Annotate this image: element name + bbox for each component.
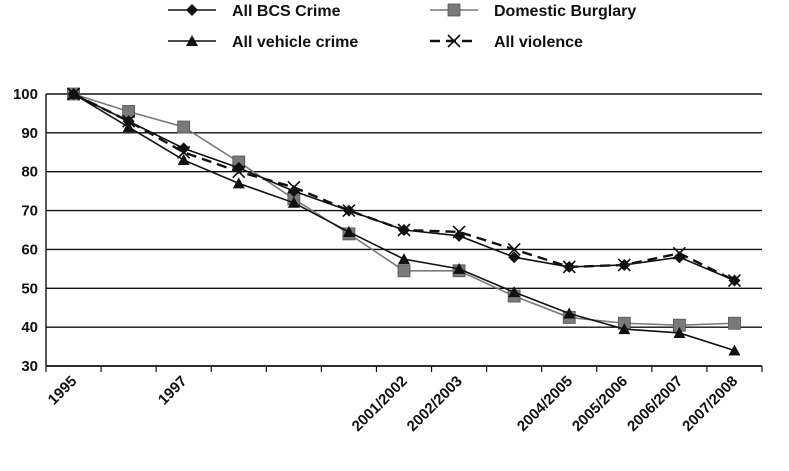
- legend-marker-all-bcs-crime: [186, 4, 198, 16]
- y-tick-label-40: 40: [21, 319, 38, 336]
- gridlines: [46, 93, 762, 367]
- point-all-violence: [66, 87, 81, 101]
- legend-label-all-violence: All violence: [494, 34, 583, 51]
- point-all-violence: [617, 258, 631, 272]
- y-axis-ticks: 30 40 50 60 70 80 90 100: [13, 86, 38, 375]
- y-tick-label-80: 80: [21, 164, 38, 181]
- y-tick-label-30: 30: [21, 358, 38, 375]
- x-tick-label-2006-2007: 2006/2007: [624, 373, 686, 435]
- x-tick-label-2001-2002: 2001/2002: [349, 373, 411, 435]
- point-all-vehicle-crime: [673, 326, 686, 338]
- point-all-violence: [562, 260, 576, 274]
- point-all-vehicle-crime: [453, 262, 466, 274]
- point-all-vehicle-crime: [342, 225, 355, 237]
- point-all-violence: [122, 114, 136, 128]
- x-tick-label-1997: 1997: [155, 373, 191, 409]
- point-all-vehicle-crime: [287, 196, 300, 208]
- point-all-vehicle-crime: [398, 253, 410, 265]
- point-domestic-burglary: [397, 264, 411, 278]
- legend-marker-domestic-burglary: [447, 3, 461, 17]
- legend: All BCS Crime Domestic Burglary All vehicl…: [168, 3, 636, 51]
- point-all-violence: [507, 242, 521, 256]
- series-layer: [66, 87, 742, 356]
- series-line-domestic-burglary: [73, 93, 735, 327]
- y-tick-label-60: 60: [21, 241, 38, 258]
- x-tick-label-2004-2005: 2004/2005: [514, 373, 576, 435]
- point-all-vehicle-crime: [508, 286, 521, 298]
- y-tick-label-50: 50: [21, 280, 38, 297]
- legend-label-domestic-burglary: Domestic Burglary: [494, 3, 636, 20]
- legend-item-all-vehicle-crime: All vehicle crime: [168, 34, 358, 51]
- point-all-vehicle-crime: [563, 307, 576, 319]
- point-all-violence: [727, 273, 742, 288]
- legend-item-all-violence: All violence: [430, 34, 583, 51]
- legend-item-domestic-burglary: Domestic Burglary: [430, 3, 636, 20]
- y-tick-label-70: 70: [21, 203, 38, 220]
- y-tick-label-90: 90: [21, 125, 38, 142]
- legend-label-all-vehicle-crime: All vehicle crime: [232, 34, 358, 51]
- point-all-vehicle-crime: [728, 344, 741, 356]
- legend-marker-all-violence: [447, 34, 461, 48]
- point-all-bcs-crime: [673, 251, 686, 264]
- axes: [45, 94, 762, 367]
- point-domestic-burglary: [728, 316, 741, 330]
- point-all-violence: [287, 180, 301, 194]
- series-all-violence: [66, 87, 742, 288]
- point-domestic-burglary: [177, 120, 191, 134]
- x-tick-label-1995: 1995: [45, 373, 81, 409]
- point-all-violence: [177, 145, 191, 159]
- point-all-bcs-crime: [508, 251, 521, 264]
- point-all-vehicle-crime: [232, 177, 245, 189]
- y-tick-label-100: 100: [13, 86, 38, 103]
- point-all-violence: [232, 165, 246, 179]
- legend-label-all-bcs-crime: All BCS Crime: [232, 3, 341, 20]
- series-line-all-violence: [73, 92, 735, 282]
- point-all-vehicle-crime: [618, 323, 631, 335]
- series-domestic-burglary: [67, 87, 741, 332]
- point-all-violence: [397, 223, 411, 237]
- x-tick-label-2002-2003: 2002/2003: [404, 373, 466, 435]
- point-all-violence: [672, 246, 686, 260]
- series-line-all-bcs-crime: [73, 93, 735, 282]
- legend-marker-all-vehicle-crime: [186, 35, 198, 46]
- x-tick-label-2005-2006: 2005/2006: [569, 373, 631, 435]
- x-tick-label-2007-2008: 2007/2008: [679, 373, 741, 435]
- point-all-violence: [452, 225, 466, 239]
- point-all-violence: [342, 204, 356, 218]
- legend-item-all-bcs-crime: All BCS Crime: [168, 3, 341, 20]
- series-all-vehicle-crime: [67, 88, 741, 356]
- point-all-vehicle-crime: [177, 154, 190, 166]
